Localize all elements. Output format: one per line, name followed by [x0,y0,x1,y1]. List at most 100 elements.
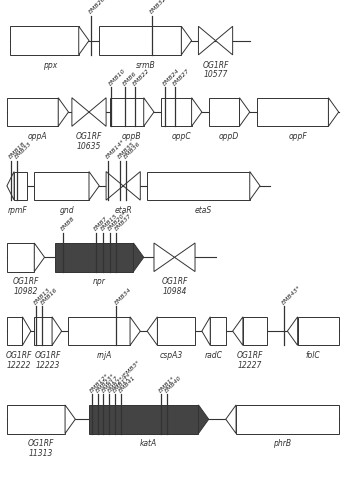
Bar [147,172,250,200]
Text: OG1RF
10984: OG1RF 10984 [161,278,188,296]
Text: EMB10: EMB10 [109,68,127,87]
Polygon shape [174,243,195,272]
Bar [7,317,22,346]
Bar [7,243,34,272]
Polygon shape [130,317,140,346]
Polygon shape [79,26,89,55]
Text: OG1RF
10577: OG1RF 10577 [202,61,229,79]
Polygon shape [181,26,192,55]
Text: cspA3: cspA3 [159,351,183,360]
Polygon shape [287,317,298,346]
Polygon shape [199,405,209,434]
Polygon shape [239,98,250,126]
Polygon shape [52,317,62,346]
Polygon shape [133,243,144,272]
Text: srmB: srmB [135,61,155,69]
Text: EMB12*: EMB12* [89,372,110,394]
Polygon shape [7,172,14,200]
Text: EMB6: EMB6 [122,70,138,87]
Text: EMB2*/EMB3*: EMB2*/EMB3* [106,359,141,394]
Text: katA: katA [140,439,157,448]
Text: OG1RF
11313: OG1RF 11313 [28,439,54,458]
Text: EMB27: EMB27 [172,68,191,87]
Text: oppD: oppD [219,132,239,141]
Text: EMB1*: EMB1* [158,375,176,394]
Bar [210,317,226,346]
Text: rpmF: rpmF [7,206,27,215]
Text: OG1RF
12222: OG1RF 12222 [6,351,32,370]
Bar [257,98,328,126]
Text: OG1RF
12223: OG1RF 12223 [35,351,61,370]
Text: OG1RF
10635: OG1RF 10635 [76,132,102,151]
Polygon shape [65,405,75,434]
Text: EMB33: EMB33 [14,141,33,160]
Polygon shape [89,172,99,200]
Text: EMB20*: EMB20* [107,210,128,231]
Polygon shape [106,172,123,200]
Bar [34,317,52,346]
Text: EMB43*: EMB43* [281,284,302,305]
Text: oppA: oppA [28,132,47,141]
Polygon shape [202,317,210,346]
Text: radC: radC [205,351,223,360]
Text: etaS: etaS [195,206,212,215]
Polygon shape [72,98,89,126]
Text: EMB23*: EMB23* [95,372,116,394]
Text: EMB32: EMB32 [149,0,168,15]
Polygon shape [123,172,140,200]
Polygon shape [147,317,157,346]
Polygon shape [58,98,68,126]
Text: EMB16: EMB16 [40,287,58,305]
Polygon shape [233,317,243,346]
Polygon shape [192,98,202,126]
Bar [89,405,199,434]
Bar [55,243,133,272]
Text: EMB8: EMB8 [60,216,76,231]
Text: EMB17: EMB17 [101,375,119,394]
Polygon shape [34,243,45,272]
Text: EMB14*: EMB14* [105,139,126,160]
Text: EMB18: EMB18 [8,141,27,160]
Polygon shape [22,317,31,346]
Text: rnjA: rnjA [97,351,112,360]
Bar [7,98,58,126]
Bar [110,98,144,126]
Bar [68,317,130,346]
Text: EMB40: EMB40 [164,375,183,394]
Text: folC: folC [306,351,320,360]
Text: EMB13: EMB13 [34,287,52,305]
Text: phrB: phrB [273,439,291,448]
Polygon shape [199,26,216,55]
Text: etaR: etaR [114,206,132,215]
Bar [209,98,239,126]
Bar [34,172,89,200]
Text: oppB: oppB [122,132,142,141]
Text: oppC: oppC [171,132,191,141]
Text: oppF: oppF [288,132,307,141]
Polygon shape [154,243,174,272]
Polygon shape [226,405,236,434]
Text: gnd: gnd [59,206,74,215]
Text: EMB24: EMB24 [162,68,181,87]
Bar [161,98,192,126]
Bar [298,317,339,346]
Text: EMB15: EMB15 [100,213,119,231]
Polygon shape [216,26,233,55]
Bar [7,405,65,434]
Bar [10,26,79,55]
Text: EMB26: EMB26 [88,0,107,15]
Text: EMB35: EMB35 [117,141,136,160]
Text: OG1RF
12227: OG1RF 12227 [237,351,263,370]
Text: npr: npr [93,278,106,286]
Text: EMB34: EMB34 [113,287,132,305]
Polygon shape [250,172,260,200]
Polygon shape [328,98,339,126]
Text: EMB22: EMB22 [132,68,151,87]
Text: ppx: ppx [43,61,57,69]
Polygon shape [144,98,154,126]
Bar [99,26,181,55]
Text: EMB37: EMB37 [113,213,132,231]
Bar [157,317,195,346]
Text: EMB7: EMB7 [93,216,109,231]
Text: EMB41: EMB41 [118,375,137,394]
